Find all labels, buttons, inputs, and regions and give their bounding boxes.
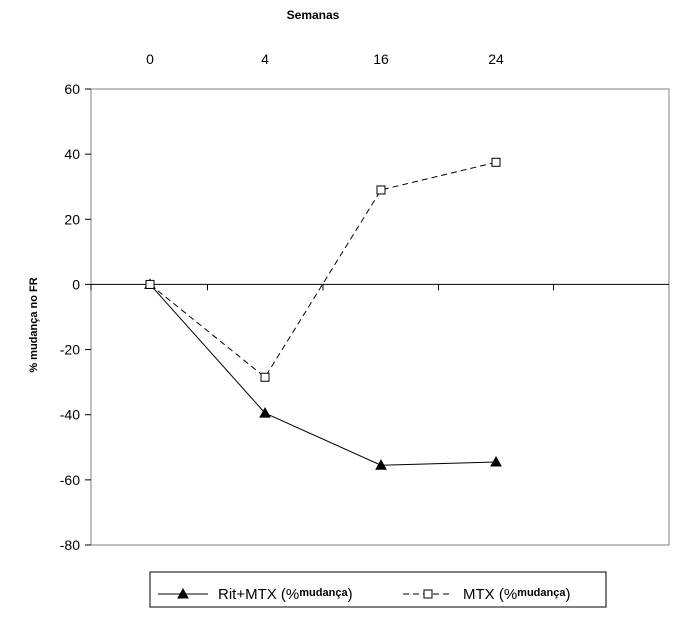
legend-label-main: MTX (% [463, 586, 517, 603]
series-mtx [145, 157, 501, 382]
legend-item: MTX (%mudança) [403, 586, 570, 603]
legend-label: MTX (%mudança) [463, 586, 570, 603]
y-axis-title: % mudança no FR [28, 277, 40, 372]
y-tick-label: -20 [60, 342, 80, 358]
x-axis-ticks: 0 4 16 24 [90, 51, 554, 291]
legend-label-sub: mudança [299, 587, 348, 599]
y-tick-label: -80 [60, 537, 80, 553]
data-point [490, 455, 502, 467]
legend-label-main: Rit+MTX (% [218, 586, 299, 603]
y-tick-label: 60 [64, 81, 80, 97]
data-point [259, 407, 271, 418]
plot-border [90, 88, 670, 546]
legend-marker [177, 587, 189, 599]
x-axis-title: Semanas [287, 8, 340, 22]
x-tick-label: 4 [261, 51, 269, 67]
legend-label: Rit+MTX (%mudança) [218, 586, 353, 603]
data-point [375, 459, 387, 470]
series-layer [144, 157, 502, 470]
x-tick-label: 16 [373, 51, 389, 67]
plot-area [90, 88, 670, 546]
x-tick-label: 24 [488, 51, 504, 67]
legend-label-sub: mudança [517, 587, 566, 599]
y-axis-ticks: 60 40 20 0 -20 -40 -60 -80 [60, 81, 91, 553]
data-point [260, 372, 270, 382]
series-line [149, 284, 497, 466]
series-line [149, 161, 497, 379]
legend-label-end: ) [565, 586, 570, 603]
y-tick-label: -40 [60, 407, 80, 423]
y-tick-label: 20 [64, 211, 80, 227]
y-tick-label: 40 [64, 146, 80, 162]
legend-label-end: ) [348, 586, 353, 603]
legend-box [149, 571, 607, 608]
data-point [145, 279, 155, 289]
y-tick-label: -60 [60, 472, 80, 488]
legend: Rit+MTX (%mudança) MTX (%mudança) [149, 571, 607, 608]
y-tick-label: 0 [72, 276, 80, 292]
x-tick-label: 0 [146, 51, 154, 67]
legend-item: Rit+MTX (%mudança) [158, 586, 353, 603]
data-point [376, 185, 386, 195]
series-rit-mtx [144, 278, 502, 470]
legend-items: Rit+MTX (%mudança) MTX (%mudança) [158, 586, 570, 603]
data-point [491, 157, 501, 167]
legend-marker [423, 589, 433, 599]
